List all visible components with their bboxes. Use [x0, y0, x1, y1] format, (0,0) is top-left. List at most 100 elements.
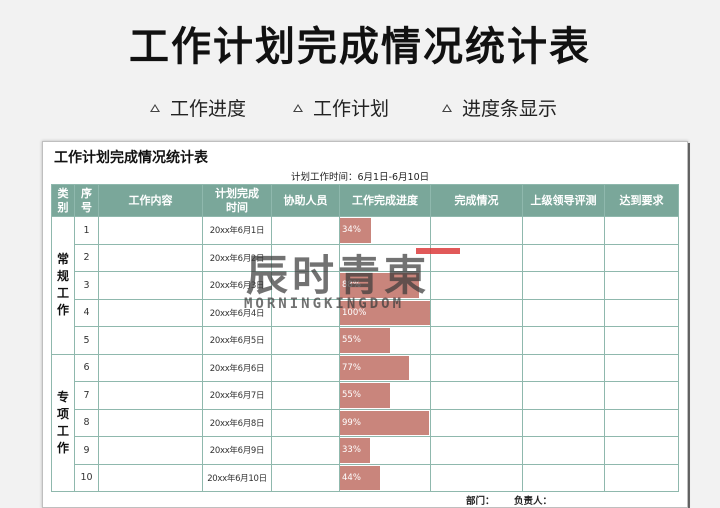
- assist-cell: [271, 216, 340, 245]
- progress-label: 33%: [342, 445, 361, 456]
- status-cell: [430, 408, 523, 437]
- progress-label: 88%: [342, 280, 361, 291]
- progress-label: 55%: [342, 335, 361, 346]
- progress-cell: 33%: [339, 436, 431, 465]
- assist-cell: [271, 243, 340, 272]
- progress-cell: 44%: [339, 463, 431, 492]
- date-cell: 20xx年6月8日: [202, 408, 272, 437]
- table-row: 8 20xx年6月8日 99%: [52, 408, 679, 437]
- progress-label: 99%: [342, 417, 361, 428]
- review-cell: [522, 463, 605, 492]
- review-cell: [522, 271, 605, 300]
- sheet-shadow: [686, 143, 690, 508]
- progress-cell: 55%: [339, 326, 431, 355]
- status-cell: [430, 271, 523, 300]
- progress-bar: [340, 273, 420, 298]
- content-cell: [98, 463, 203, 492]
- content-cell: [98, 381, 203, 410]
- progress-label: 44%: [342, 472, 361, 483]
- progress-cell: 34%: [339, 216, 431, 245]
- seq-cell: 9: [74, 436, 99, 465]
- review-cell: [522, 243, 605, 272]
- requirement-cell: [604, 408, 679, 437]
- review-cell: [522, 436, 605, 465]
- content-cell: [98, 243, 203, 272]
- assist-cell: [271, 353, 340, 382]
- progress-bar: [340, 328, 390, 353]
- progress-bar: [340, 410, 430, 435]
- table-row: 2 20xx年6月2日: [52, 243, 679, 272]
- progress-cell: 99%: [339, 408, 431, 437]
- triangle-icon: [150, 103, 160, 112]
- feature-work-plan: 工作计划: [293, 94, 389, 121]
- progress-label: 100%: [342, 307, 367, 318]
- progress-bar: [340, 300, 430, 325]
- date-cell: 20xx年6月1日: [202, 216, 272, 245]
- header-seq: 序号: [74, 184, 99, 217]
- progress-bar: [340, 465, 380, 490]
- table-row: 专项工作 6 20xx年6月6日 77%: [51, 353, 679, 492]
- table-row: 4 20xx年6月4日 100%: [52, 298, 679, 327]
- status-cell: [430, 381, 523, 410]
- progress-label: 55%: [342, 390, 361, 401]
- date-cell: 20xx年6月5日: [202, 326, 272, 355]
- header-progress: 工作完成进度: [339, 184, 431, 217]
- requirement-cell: [604, 271, 679, 300]
- content-cell: [98, 353, 203, 382]
- requirement-cell: [604, 216, 679, 245]
- progress-cell: 88%: [339, 271, 431, 300]
- header-requirement: 达到要求: [604, 184, 679, 217]
- progress-cell: 100%: [339, 298, 431, 327]
- triangle-icon: [442, 103, 452, 112]
- review-cell: [522, 353, 605, 382]
- responsible-label: 负责人：: [514, 496, 553, 507]
- assist-cell: [271, 381, 340, 410]
- content-cell: [98, 326, 203, 355]
- review-cell: [522, 326, 605, 355]
- table-row: 7 20xx年6月7日 55%: [52, 381, 679, 410]
- seq-cell: 8: [74, 408, 99, 437]
- progress-label: 34%: [342, 225, 361, 236]
- category-cell: 常规工作: [51, 216, 75, 355]
- spreadsheet-preview: 工作计划完成情况统计表 计划工作时间：6月1日-6月10日 类别 序号 工作内容…: [42, 141, 688, 508]
- assist-cell: [271, 463, 340, 492]
- progress-cell: 55%: [339, 381, 431, 410]
- assist-cell: [271, 298, 340, 327]
- status-cell: [430, 353, 523, 382]
- table-row: 5 20xx年6月5日 55%: [52, 326, 679, 355]
- assist-cell: [271, 408, 340, 437]
- table-header-row: 类别 序号 工作内容 计划完成时间 协助人员 工作完成进度 完成情况 上级领导评…: [51, 184, 679, 217]
- header-category: 类别: [51, 184, 75, 217]
- department-label: 部门：: [466, 496, 495, 507]
- status-cell: [430, 216, 523, 245]
- progress-cell: 77%: [339, 353, 431, 382]
- header-content: 工作内容: [98, 184, 203, 217]
- seq-cell: 1: [74, 216, 99, 245]
- assist-cell: [271, 326, 340, 355]
- requirement-cell: [604, 298, 679, 327]
- content-cell: [98, 408, 203, 437]
- feature-progress-bar: 进度条显示: [442, 94, 557, 121]
- feature-label: 工作进度: [170, 98, 247, 120]
- progress-label: 77%: [342, 362, 361, 373]
- content-cell: [98, 271, 203, 300]
- feature-label: 工作计划: [313, 98, 390, 120]
- date-cell: 20xx年6月2日: [202, 243, 272, 272]
- plan-time: 计划工作时间：6月1日-6月10日: [291, 172, 430, 183]
- progress-cell: [339, 243, 431, 272]
- seq-cell: 7: [74, 381, 99, 410]
- status-cell: [430, 436, 523, 465]
- status-cell: [430, 463, 523, 492]
- requirement-cell: [604, 243, 679, 272]
- content-cell: [98, 436, 203, 465]
- seq-cell: 2: [74, 243, 99, 272]
- seq-cell: 10: [74, 463, 99, 492]
- table-row: 常规工作 1 20xx年6月1日 34%: [51, 216, 679, 355]
- requirement-cell: [604, 326, 679, 355]
- status-cell: [430, 326, 523, 355]
- requirement-cell: [604, 381, 679, 410]
- table-row: 10 20xx年6月10日 44%: [52, 463, 679, 492]
- seq-cell: 6: [74, 353, 99, 382]
- progress-bar: [340, 355, 410, 380]
- feature-label: 进度条显示: [462, 98, 558, 120]
